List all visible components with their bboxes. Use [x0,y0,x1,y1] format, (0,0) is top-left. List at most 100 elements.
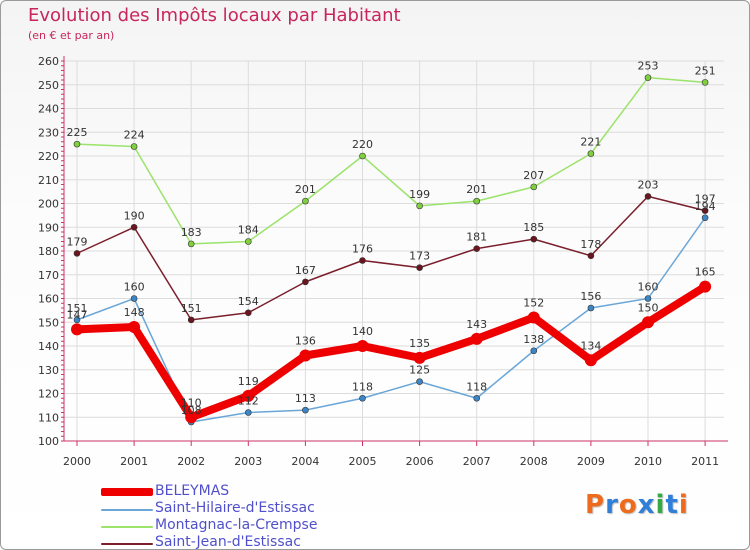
x-tick-label-2008: 2008 [520,455,548,468]
point-montagnac-la-crempse-2005 [359,152,366,160]
point-beleymas-2009 [584,354,597,367]
data-label-saint-hilaire-d-estissac-2000: 151 [67,302,88,315]
data-label-saint-jean-d-estissac-2006: 173 [409,250,430,263]
y-tick-label-200: 200 [38,198,59,211]
x-tick-label-2002: 2002 [177,455,205,468]
point-saint-jean-d-estissac-2003 [245,309,252,317]
y-tick-label-230: 230 [38,126,59,139]
data-label-beleymas-2003: 119 [238,375,259,388]
point-beleymas-2002 [185,411,198,424]
data-label-montagnac-la-crempse-2010: 253 [638,60,659,73]
point-saint-jean-d-estissac-2006 [416,264,423,271]
y-tick-label-110: 110 [38,411,59,424]
point-saint-hilaire-d-estissac-2010 [644,295,652,302]
y-tick-label-180: 180 [38,245,59,258]
point-beleymas-2001 [128,321,141,333]
grid [64,60,724,442]
point-saint-jean-d-estissac-2005 [359,257,366,264]
x-tick-label-2000: 2000 [63,455,91,468]
x-tick-label-2005: 2005 [349,455,377,468]
data-label-saint-hilaire-d-estissac-2006: 125 [409,364,430,377]
point-montagnac-la-crempse-2007 [473,197,481,205]
point-montagnac-la-crempse-2008 [530,183,538,191]
chart-title: Evolution des Impôts locaux par Habitant [28,5,401,26]
data-label-beleymas-2006: 135 [409,337,430,350]
y-tick-label-190: 190 [38,221,59,234]
x-tick-label-2007: 2007 [463,455,491,468]
data-label-saint-jean-d-estissac-2001: 190 [124,209,145,222]
logo-letter: o [618,490,638,520]
data-label-montagnac-la-crempse-2006: 199 [409,188,430,201]
data-label-saint-jean-d-estissac-2000: 179 [67,235,88,248]
point-saint-hilaire-d-estissac-2000 [73,316,81,324]
series-line-beleymas [73,282,710,422]
legend-label-saint-jean: Saint-Jean-d'Estissac [155,534,301,550]
data-label-saint-hilaire-d-estissac-2009: 156 [580,290,601,303]
logo-letter: t [665,490,679,520]
x-tick-label-2009: 2009 [577,455,605,468]
data-label-saint-hilaire-d-estissac-2005: 118 [352,380,373,393]
y-tick-label-210: 210 [38,174,59,187]
data-label-montagnac-la-crempse-2002: 183 [181,226,202,239]
point-beleymas-2006 [413,351,426,364]
y-tick-label-220: 220 [38,150,59,163]
y-tick-label-100: 100 [38,435,59,448]
point-saint-jean-d-estissac-2000 [73,250,81,257]
y-tick-label-170: 170 [38,269,59,282]
point-beleymas-2003 [242,389,255,402]
legend-label-beleymas: BELEYMAS [155,483,230,499]
point-saint-jean-d-estissac-2007 [473,245,481,252]
data-label-beleymas-2007: 143 [466,318,487,331]
legend-label-montagnac: Montagnac-la-Crempse [155,517,318,533]
point-saint-hilaire-d-estissac-2007 [473,394,481,402]
data-label-montagnac-la-crempse-2001: 224 [124,129,145,142]
data-label-montagnac-la-crempse-2004: 201 [295,183,316,196]
x-tick-label-2004: 2004 [291,455,319,468]
y-tick-label-120: 120 [38,388,59,401]
point-beleymas-2000 [71,323,83,336]
point-saint-jean-d-estissac-2008 [530,235,538,243]
data-label-saint-jean-d-estissac-2004: 167 [295,264,316,277]
point-beleymas-2008 [527,311,540,324]
data-label-beleymas-2001: 148 [124,306,145,319]
data-label-beleymas-2005: 140 [352,325,373,338]
point-saint-hilaire-d-estissac-2008 [530,347,538,355]
chart-subtitle: (en € et par an) [28,29,115,42]
y-tick-label-240: 240 [38,103,59,116]
data-label-saint-hilaire-d-estissac-2011: 194 [695,200,716,213]
legend-item-beleymas: BELEYMAS [101,483,431,500]
series-line-montagnac-la-crempse [76,76,706,245]
point-saint-jean-d-estissac-2001 [130,223,138,231]
data-label-beleymas-2010: 150 [638,301,659,314]
point-beleymas-2004 [299,349,312,362]
data-label-saint-jean-d-estissac-2010: 203 [638,178,659,191]
point-saint-jean-d-estissac-2010 [644,193,652,200]
data-label-montagnac-la-crempse-2007: 201 [466,183,487,196]
data-label-beleymas-2011: 165 [695,266,716,279]
data-label-saint-jean-d-estissac-2005: 176 [352,243,373,256]
data-label-montagnac-la-crempse-2000: 225 [67,126,88,139]
point-montagnac-la-crempse-2011 [701,79,709,86]
point-saint-hilaire-d-estissac-2003 [245,409,252,416]
data-label-beleymas-2000: 147 [67,308,88,321]
y-tick-label-160: 160 [38,293,59,306]
point-saint-hilaire-d-estissac-2006 [416,378,423,385]
legend-item-saint-hilaire: Saint-Hilaire-d'Estissac [101,500,431,517]
series-line-saint-jean-d-estissac [76,195,706,321]
data-label-montagnac-la-crempse-2005: 220 [352,138,373,151]
point-beleymas-2010 [642,316,654,329]
legend-swatch-saint-jean [101,543,153,545]
data-label-montagnac-la-crempse-2008: 207 [523,169,544,182]
logo-letter: r [605,490,619,520]
proxiti-logo: Proxiti [585,490,689,520]
point-montagnac-la-crempse-2004 [302,197,309,205]
x-tick-label-2010: 2010 [634,455,662,468]
y-tick-label-260: 260 [38,55,59,68]
data-label-montagnac-la-crempse-2003: 184 [238,224,259,237]
data-label-saint-jean-d-estissac-2009: 178 [580,238,601,251]
data-label-saint-jean-d-estissac-2011: 197 [695,193,716,206]
series-layer [71,74,712,426]
legend-swatch-montagnac [101,526,153,528]
